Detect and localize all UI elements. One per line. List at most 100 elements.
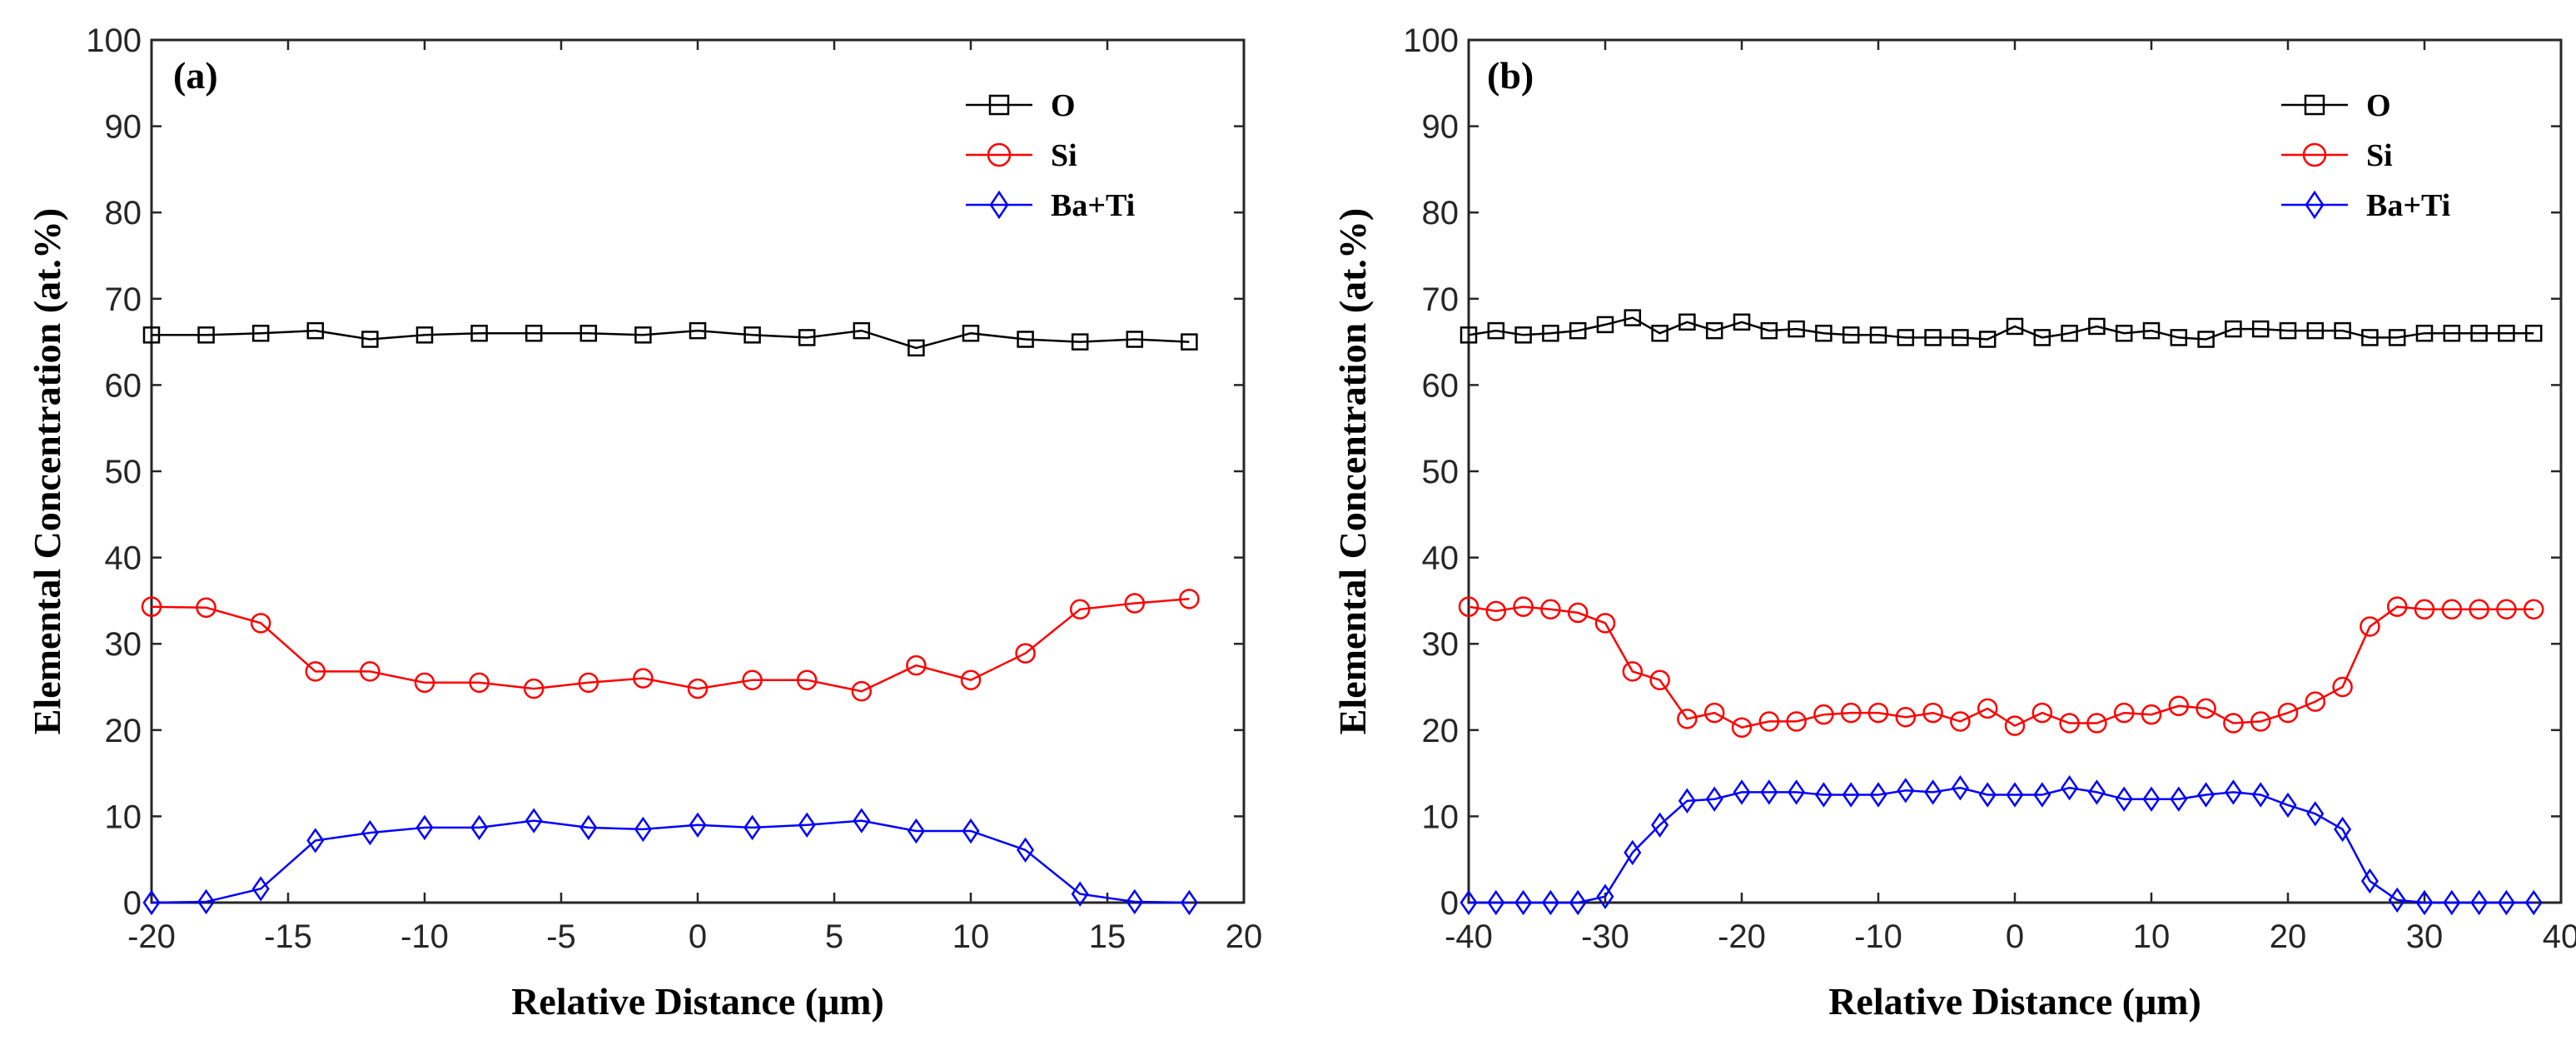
x-tick-label: -20 xyxy=(127,918,176,955)
data-point-bati xyxy=(907,818,925,844)
data-point-si xyxy=(2277,702,2299,724)
data-point-bati xyxy=(142,889,161,916)
y-tick-label: 10 xyxy=(105,799,142,835)
data-point-o xyxy=(1487,321,1505,340)
data-point-o xyxy=(798,329,816,346)
data-point-o xyxy=(1978,331,1997,348)
data-point-si xyxy=(1540,599,1561,620)
y-tick-label: 80 xyxy=(105,195,142,231)
legend-marker-si-a xyxy=(987,142,1012,167)
data-point-bati xyxy=(1733,779,1751,805)
data-point-si xyxy=(2441,599,2463,620)
data-point-si xyxy=(796,669,818,690)
data-point-bati xyxy=(251,876,270,902)
data-point-bati xyxy=(2415,889,2434,916)
data-point-o xyxy=(853,321,871,340)
data-point-bati xyxy=(1924,779,1942,805)
data-point-si xyxy=(141,596,162,617)
data-point-o xyxy=(2361,329,2379,346)
data-point-o xyxy=(2443,324,2461,342)
data-point-o xyxy=(1569,321,1587,340)
x-tick-label: 10 xyxy=(952,918,990,955)
data-point-bati xyxy=(2360,868,2379,894)
data-point-o xyxy=(1705,321,1723,340)
data-point-bati xyxy=(2061,775,2079,801)
data-point-o xyxy=(2334,321,2351,340)
legend-marker-o-a xyxy=(988,94,1010,116)
data-point-o xyxy=(1733,313,1751,331)
x-tick-label: -40 xyxy=(1445,918,1493,955)
chart-panel-b: 0 10 20 30 40 50 60 70 80 90 100 -40 -30 -20 -10 0 10 20… xyxy=(1331,22,2576,1023)
data-point-bati xyxy=(2306,801,2325,827)
legend-marker-si-b xyxy=(2302,142,2327,167)
y-tick-label: 60 xyxy=(1422,367,1460,404)
data-point-o xyxy=(689,321,707,340)
y-tick-label: 70 xyxy=(105,281,142,318)
data-point-bati xyxy=(1071,881,1089,907)
data-point-o xyxy=(1869,326,1887,344)
y-tick-label: 30 xyxy=(1422,626,1460,663)
x-tick-label: 5 xyxy=(825,918,843,955)
data-point-bati xyxy=(1569,889,1587,916)
data-point-o xyxy=(1624,309,1642,326)
data-point-si xyxy=(1922,702,1943,724)
data-point-bati xyxy=(525,808,543,833)
data-point-bati xyxy=(2006,782,2024,808)
x-axis-label-b: Relative Distance (μm) xyxy=(1828,980,2201,1023)
data-point-o xyxy=(2388,329,2406,346)
data-point-o xyxy=(2279,321,2297,340)
y-ticks-a: 0 10 20 30 40 50 60 70 80 90 100 xyxy=(86,22,1244,922)
series-line-si-b xyxy=(1468,605,2534,729)
data-point-si xyxy=(2004,715,2026,736)
data-point-si xyxy=(469,672,490,694)
series-line-o-b xyxy=(1468,316,2534,341)
data-point-si xyxy=(1622,661,1644,682)
data-point-o xyxy=(470,324,488,342)
data-point-si xyxy=(2496,599,2517,620)
data-point-si xyxy=(1867,702,1889,724)
y-tick-label: 50 xyxy=(1422,454,1460,490)
x-tick-label: -10 xyxy=(400,918,449,955)
data-point-bati xyxy=(1869,782,1887,808)
data-point-bati xyxy=(2115,786,2133,812)
data-point-si xyxy=(2305,691,2326,712)
data-point-bati xyxy=(1596,883,1614,909)
data-point-o xyxy=(1514,326,1532,344)
data-point-o xyxy=(1760,321,1778,340)
data-point-bati xyxy=(2087,779,2106,805)
y-axis-label-b: Elemental Concentration (at.%) xyxy=(1331,208,1374,734)
y-tick-label: 0 xyxy=(123,885,142,922)
x-ticks-a: -20 -15 -10 -5 0 5 10 15 20 xyxy=(127,40,1262,955)
data-point-o xyxy=(197,326,215,344)
data-point-o xyxy=(2251,320,2270,338)
data-point-si xyxy=(1786,711,1807,732)
data-point-si xyxy=(1458,596,1479,617)
y-tick-label: 20 xyxy=(105,713,142,749)
data-point-o xyxy=(1788,320,1805,338)
data-point-bati xyxy=(2033,782,2051,808)
data-point-si xyxy=(305,661,326,682)
data-point-si xyxy=(414,672,435,694)
data-point-si xyxy=(1513,596,1534,617)
data-point-o xyxy=(2033,329,2051,346)
data-point-bati xyxy=(962,818,980,844)
y-tick-label: 0 xyxy=(1440,885,1459,922)
data-point-si xyxy=(1179,589,1200,610)
y-tick-label: 50 xyxy=(105,454,142,490)
data-point-o xyxy=(251,324,270,342)
legend-marker-o-b xyxy=(2304,94,2325,116)
data-point-o xyxy=(2197,331,2215,348)
data-point-si xyxy=(2059,713,2080,734)
x-ticks-b: -40 -30 -20 -10 0 10 20 30 40 xyxy=(1445,40,2576,955)
y-ticks-b: 0 10 20 30 40 50 60 70 80 90 100 xyxy=(1403,22,2561,922)
y-tick-label: 40 xyxy=(1422,540,1460,577)
data-point-si xyxy=(1950,711,1971,732)
data-point-si xyxy=(1124,593,1146,614)
data-point-bati xyxy=(1541,889,1559,916)
data-point-si xyxy=(2223,713,2244,734)
data-point-bati xyxy=(1017,837,1035,863)
data-point-si xyxy=(360,661,380,682)
data-point-si xyxy=(1677,709,1698,729)
data-point-o xyxy=(361,331,379,348)
